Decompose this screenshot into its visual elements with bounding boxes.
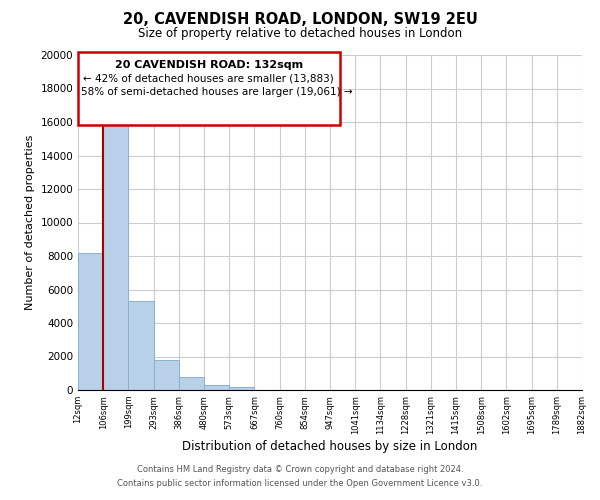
FancyBboxPatch shape <box>78 52 340 126</box>
Bar <box>179 378 204 390</box>
Text: 20 CAVENDISH ROAD: 132sqm: 20 CAVENDISH ROAD: 132sqm <box>115 60 303 70</box>
Bar <box>204 386 229 390</box>
Text: ← 42% of detached houses are smaller (13,883): ← 42% of detached houses are smaller (13… <box>83 74 334 84</box>
Bar <box>128 301 154 390</box>
Bar <box>78 252 103 390</box>
Bar <box>154 360 179 390</box>
Text: 58% of semi-detached houses are larger (19,061) →: 58% of semi-detached houses are larger (… <box>80 87 352 97</box>
Y-axis label: Number of detached properties: Number of detached properties <box>25 135 35 310</box>
Text: Size of property relative to detached houses in London: Size of property relative to detached ho… <box>138 28 462 40</box>
Text: Contains HM Land Registry data © Crown copyright and database right 2024.
Contai: Contains HM Land Registry data © Crown c… <box>118 466 482 487</box>
X-axis label: Distribution of detached houses by size in London: Distribution of detached houses by size … <box>182 440 478 452</box>
Bar <box>103 114 128 390</box>
Text: 20, CAVENDISH ROAD, LONDON, SW19 2EU: 20, CAVENDISH ROAD, LONDON, SW19 2EU <box>122 12 478 28</box>
Bar <box>229 386 254 390</box>
